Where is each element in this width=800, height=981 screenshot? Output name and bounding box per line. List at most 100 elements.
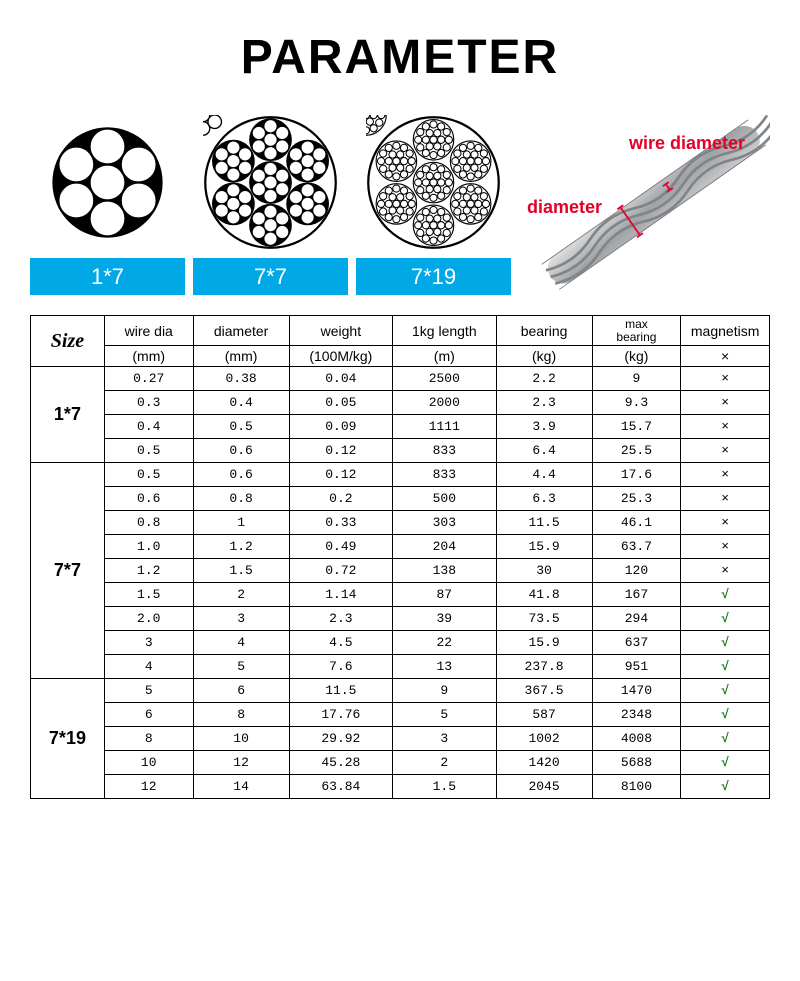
cell-magnetism: ×	[681, 511, 770, 535]
cross-label-1x7: 1*7	[30, 258, 185, 295]
cell-length: 2500	[393, 367, 496, 391]
cell-diameter: 6	[193, 679, 289, 703]
cell-max: 25.5	[592, 439, 681, 463]
cell-wire-dia: 0.8	[104, 511, 193, 535]
table-row: 344.52215.9637√	[31, 631, 770, 655]
cell-wire-dia: 0.4	[104, 415, 193, 439]
col-unit: (kg)	[592, 346, 681, 367]
cell-max: 637	[592, 631, 681, 655]
cell-diameter: 12	[193, 751, 289, 775]
cell-weight: 63.84	[289, 775, 392, 799]
cell-max: 951	[592, 655, 681, 679]
cell-length: 3	[393, 727, 496, 751]
cell-max: 9	[592, 367, 681, 391]
cell-bearing: 2.2	[496, 367, 592, 391]
cell-weight: 7.6	[289, 655, 392, 679]
table-row: 6817.7655872348√	[31, 703, 770, 727]
cell-bearing: 1420	[496, 751, 592, 775]
table-row: 0.60.80.25006.325.3×	[31, 487, 770, 511]
table-row: 121463.841.520458100√	[31, 775, 770, 799]
cell-diameter: 1	[193, 511, 289, 535]
cell-magnetism: √	[681, 607, 770, 631]
cell-weight: 0.72	[289, 559, 392, 583]
cell-weight: 0.09	[289, 415, 392, 439]
cell-max: 63.7	[592, 535, 681, 559]
table-row: 0.810.3330311.546.1×	[31, 511, 770, 535]
cell-wire-dia: 0.6	[104, 487, 193, 511]
cell-wire-dia: 0.27	[104, 367, 193, 391]
cell-max: 15.7	[592, 415, 681, 439]
cell-weight: 1.14	[289, 583, 392, 607]
cell-magnetism: ×	[681, 439, 770, 463]
cell-length: 138	[393, 559, 496, 583]
col-head: maxbearing	[592, 316, 681, 346]
annot-diameter: diameter	[527, 197, 602, 218]
cell-wire-dia: 1.5	[104, 583, 193, 607]
cell-wire-dia: 1.2	[104, 559, 193, 583]
cell-diameter: 0.38	[193, 367, 289, 391]
cell-diameter: 5	[193, 655, 289, 679]
table-row: 7*195611.59367.51470√	[31, 679, 770, 703]
group-cell: 7*19	[31, 679, 105, 799]
cell-bearing: 6.3	[496, 487, 592, 511]
cell-diameter: 0.6	[193, 463, 289, 487]
cell-max: 4008	[592, 727, 681, 751]
cross-section-1x7: 1*7	[30, 115, 185, 295]
cell-diameter: 8	[193, 703, 289, 727]
cell-magnetism: √	[681, 751, 770, 775]
table-row: 0.40.50.0911113.915.7×	[31, 415, 770, 439]
cell-magnetism: √	[681, 631, 770, 655]
cell-weight: 0.04	[289, 367, 392, 391]
cell-wire-dia: 6	[104, 703, 193, 727]
cell-weight: 4.5	[289, 631, 392, 655]
col-unit: (m)	[393, 346, 496, 367]
cell-bearing: 587	[496, 703, 592, 727]
cell-bearing: 15.9	[496, 535, 592, 559]
cell-max: 46.1	[592, 511, 681, 535]
cell-weight: 0.05	[289, 391, 392, 415]
cell-magnetism: ×	[681, 391, 770, 415]
cell-magnetism: ×	[681, 487, 770, 511]
cell-length: 1111	[393, 415, 496, 439]
cell-magnetism: √	[681, 727, 770, 751]
cell-bearing: 11.5	[496, 511, 592, 535]
cell-wire-dia: 12	[104, 775, 193, 799]
cell-weight: 0.33	[289, 511, 392, 535]
cell-length: 2	[393, 751, 496, 775]
cell-weight: 0.2	[289, 487, 392, 511]
page-title: PARAMETER	[30, 30, 770, 85]
cell-max: 9.3	[592, 391, 681, 415]
table-row: 81029.92310024008√	[31, 727, 770, 751]
cross-svg-7x19	[366, 115, 501, 250]
table-row: 1*70.270.380.0425002.29×	[31, 367, 770, 391]
cell-bearing: 2.3	[496, 391, 592, 415]
cell-bearing: 30	[496, 559, 592, 583]
cell-weight: 2.3	[289, 607, 392, 631]
cell-magnetism: √	[681, 655, 770, 679]
cell-max: 294	[592, 607, 681, 631]
cell-weight: 11.5	[289, 679, 392, 703]
cell-bearing: 367.5	[496, 679, 592, 703]
cell-length: 833	[393, 439, 496, 463]
cell-magnetism: √	[681, 775, 770, 799]
cell-length: 87	[393, 583, 496, 607]
cell-wire-dia: 0.3	[104, 391, 193, 415]
cross-label-7x19: 7*19	[356, 258, 511, 295]
table-row: 7*70.50.60.128334.417.6×	[31, 463, 770, 487]
cell-max: 167	[592, 583, 681, 607]
annot-wire-diameter: wire diameter	[629, 133, 745, 154]
col-head: weight	[289, 316, 392, 346]
cell-diameter: 0.6	[193, 439, 289, 463]
cell-length: 9	[393, 679, 496, 703]
cell-diameter: 4	[193, 631, 289, 655]
cross-section-7x19: 7*19	[356, 115, 511, 295]
col-head: 1kg length	[393, 316, 496, 346]
cell-bearing: 41.8	[496, 583, 592, 607]
table-head: Sizewire diadiameterweight1kg lengthbear…	[31, 316, 770, 367]
cell-max: 17.6	[592, 463, 681, 487]
col-unit: (100M/kg)	[289, 346, 392, 367]
col-unit: (mm)	[193, 346, 289, 367]
cell-bearing: 15.9	[496, 631, 592, 655]
cell-length: 1.5	[393, 775, 496, 799]
cell-length: 204	[393, 535, 496, 559]
